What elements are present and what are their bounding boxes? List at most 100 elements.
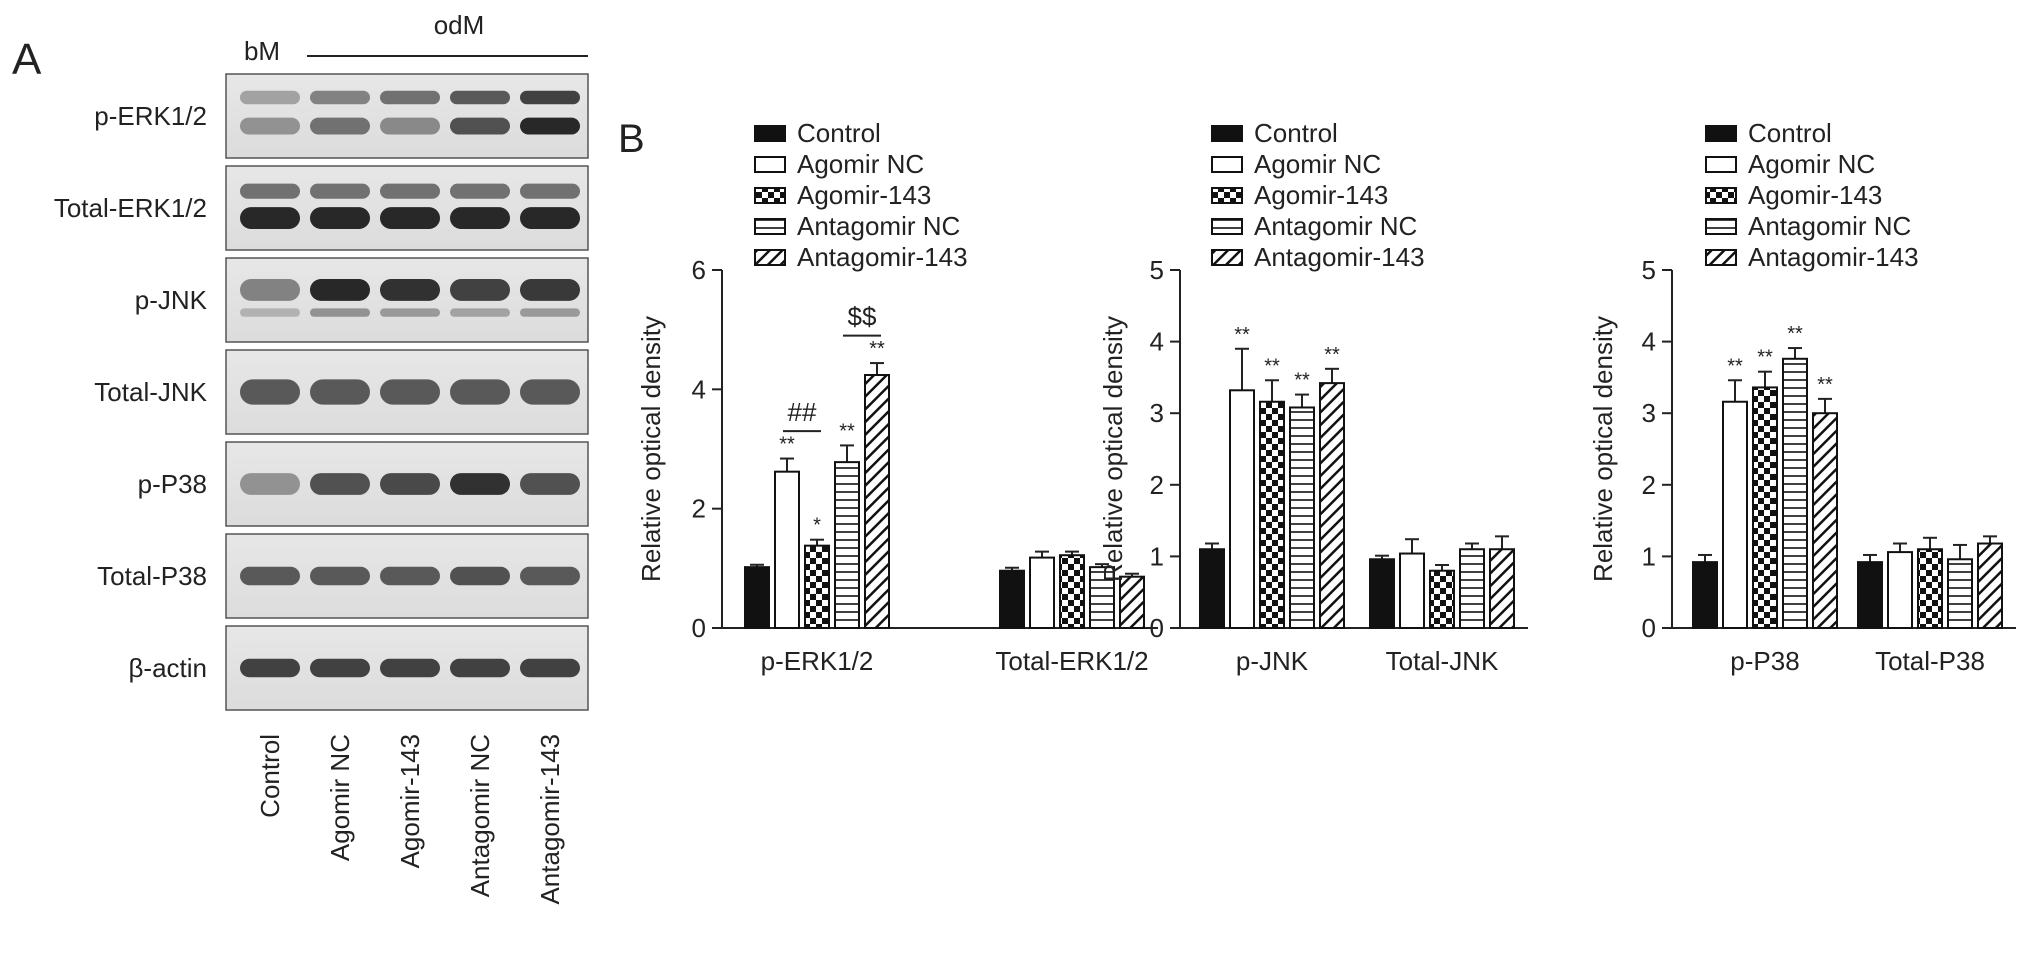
blot-row-label: p-ERK1/2 xyxy=(94,101,207,131)
legend-swatch-antagomir-nc xyxy=(754,218,786,235)
blot-band xyxy=(240,566,300,586)
blot-rows: p-ERK1/2 Total-ERK1/2 p-JNK Total-JNK p-P38 T… xyxy=(54,73,589,711)
bar-control-p-erk1-2 xyxy=(744,566,770,630)
y-tick-label: 3 xyxy=(1642,398,1656,428)
blot-band xyxy=(310,207,370,229)
bar-agomir-143-total-p38 xyxy=(1917,548,1943,629)
y-tick-label: 4 xyxy=(1642,327,1656,357)
blot-band xyxy=(310,379,370,405)
bar-antagomir-nc-p-erk1-2 xyxy=(834,461,860,630)
y-tick-label: 5 xyxy=(1642,255,1656,285)
bar-agomir-143-total-jnk xyxy=(1429,569,1455,629)
legend-label: Agomir-143 xyxy=(1254,180,1388,210)
bar-agomir-nc-total-erk1-2 xyxy=(1029,556,1055,629)
blot-band xyxy=(380,207,440,229)
blot-row-label: p-JNK xyxy=(135,285,208,315)
bar-antagomir-nc-total-p38 xyxy=(1947,558,1973,629)
x-category-label: p-P38 xyxy=(1730,646,1799,676)
y-tick-label: 5 xyxy=(1150,255,1164,285)
legend-label: Control xyxy=(797,118,881,148)
blot-band xyxy=(520,473,580,495)
blot-row-label: β-actin xyxy=(128,653,207,683)
bar-control-total-erk1-2 xyxy=(999,569,1025,629)
bar-antagomir-143-p-jnk xyxy=(1319,382,1345,629)
y-tick-label: 0 xyxy=(1150,613,1164,643)
legend-label: Antagomir NC xyxy=(1254,211,1417,241)
blot-band xyxy=(450,308,510,317)
blot-band xyxy=(450,279,510,301)
legend-label: Antagomir-143 xyxy=(1254,242,1425,272)
legend-swatch-agomir-143 xyxy=(754,187,786,204)
blot-band xyxy=(380,90,440,105)
bar-agomir-143-p-jnk xyxy=(1259,400,1285,629)
y-tick-label: 1 xyxy=(1150,541,1164,571)
bar-agomir-nc-p-p38 xyxy=(1722,400,1748,629)
legend-label: Antagomir-143 xyxy=(797,242,968,272)
blot-band xyxy=(380,473,440,495)
legend-swatch-antagomir-nc xyxy=(1211,218,1243,235)
legend-swatch-agomir-nc xyxy=(754,156,786,173)
panel-a-label: A xyxy=(12,35,42,84)
legend-label: Agomir-143 xyxy=(797,180,931,210)
lane-label-control: Control xyxy=(255,734,285,818)
y-tick-label: 0 xyxy=(1642,613,1656,643)
bar-antagomir-143-p-p38 xyxy=(1812,412,1838,630)
bar-agomir-143-total-erk1-2 xyxy=(1059,554,1085,629)
bar-antagomir-143-p-erk1-2 xyxy=(864,374,890,629)
legend-label: Agomir-143 xyxy=(1748,180,1882,210)
legend-label: Agomir NC xyxy=(1748,149,1875,179)
legend-swatch-antagomir-143 xyxy=(1705,249,1737,266)
blot-band xyxy=(380,566,440,586)
panel-b-label: B xyxy=(618,117,645,161)
blot-band xyxy=(450,183,510,199)
significance-marker: ** xyxy=(839,420,855,442)
lane-header-bm: bM xyxy=(244,36,280,66)
legend-swatch-control xyxy=(1705,125,1737,142)
legend-swatch-antagomir-143 xyxy=(754,249,786,266)
blot-band xyxy=(240,207,300,229)
y-axis-label: Relative optical density xyxy=(1588,316,1618,582)
comparison-label: $$ xyxy=(848,302,877,332)
blot-row-total-erk1-2: Total-ERK1/2 xyxy=(54,165,589,251)
blot-band xyxy=(520,379,580,405)
blot-row-p-p38: p-P38 xyxy=(138,441,589,527)
blot-row-label: p-P38 xyxy=(138,469,207,499)
legend-label: Antagomir NC xyxy=(1748,211,1911,241)
blot-band xyxy=(450,473,510,495)
bar-antagomir-nc-total-jnk xyxy=(1459,548,1485,629)
blot-band xyxy=(380,658,440,678)
legend-swatch-control xyxy=(1211,125,1243,142)
y-tick-label: 2 xyxy=(1150,470,1164,500)
comparison-label: ## xyxy=(788,397,817,427)
significance-marker: ** xyxy=(1234,324,1250,346)
bar-antagomir-nc-p-p38 xyxy=(1782,357,1808,629)
significance-marker: ** xyxy=(869,338,885,360)
y-tick-label: 0 xyxy=(692,613,706,643)
blot-band xyxy=(240,473,300,495)
blot-strip xyxy=(225,73,589,159)
blot-band xyxy=(520,90,580,105)
bar-antagomir-143-total-erk1-2 xyxy=(1119,575,1145,629)
blot-band xyxy=(310,566,370,586)
blot-row-p-jnk: p-JNK xyxy=(135,257,589,343)
lane-label-antagomir-143: Antagomir-143 xyxy=(535,734,565,905)
bar-antagomir-nc-p-jnk xyxy=(1289,406,1315,629)
x-category-label: p-ERK1/2 xyxy=(761,646,874,676)
y-tick-label: 4 xyxy=(692,374,706,404)
y-tick-label: 2 xyxy=(692,494,706,524)
x-category-label: Total-JNK xyxy=(1386,646,1499,676)
bar-control-total-jnk xyxy=(1369,558,1395,629)
blot-band xyxy=(520,566,580,586)
blot-band xyxy=(520,308,580,317)
blot-band xyxy=(310,279,370,301)
lane-label-agomir-143: Agomir-143 xyxy=(395,734,425,868)
significance-marker: ** xyxy=(1727,355,1743,377)
blot-band xyxy=(310,658,370,678)
blot-band xyxy=(380,279,440,301)
bar-agomir-nc-total-jnk xyxy=(1399,552,1425,630)
x-category-label: p-JNK xyxy=(1236,646,1309,676)
legend-label: Control xyxy=(1254,118,1338,148)
